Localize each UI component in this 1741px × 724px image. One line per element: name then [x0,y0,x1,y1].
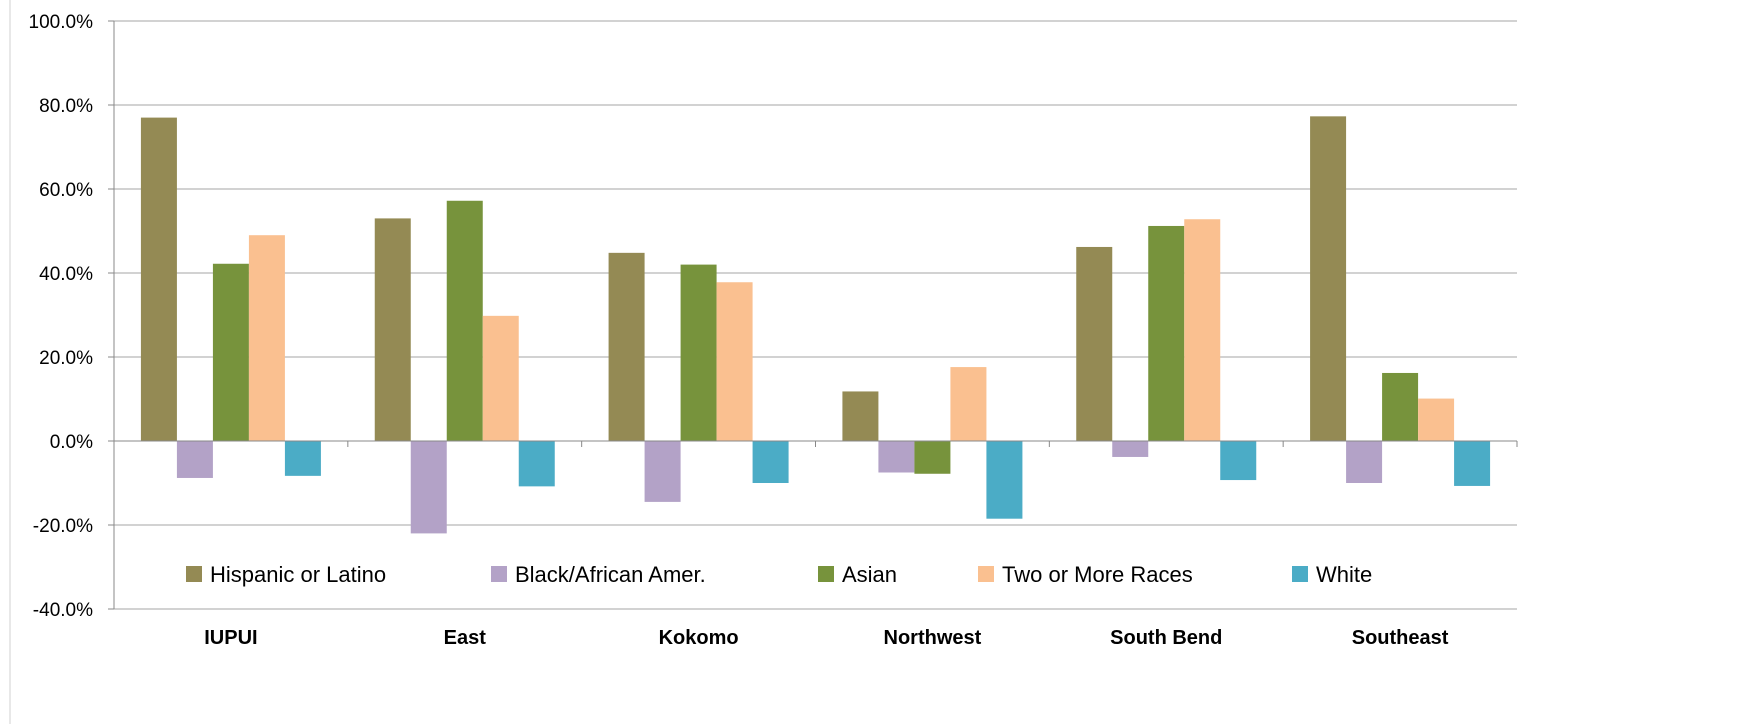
x-category-label: Kokomo [659,627,739,649]
bar [1076,246,1113,441]
bar [1184,219,1221,441]
legend-label: Hispanic or Latino [210,562,386,587]
legend-swatch [1292,566,1308,582]
bar [1382,372,1419,441]
y-tick-label: 40.0% [39,264,93,285]
y-tick-label: 20.0% [39,348,93,369]
bar [1148,225,1185,441]
bar [1310,116,1347,441]
bar [914,441,951,474]
bar [1220,441,1257,481]
bar [482,315,519,441]
x-category-label: Northwest [884,627,982,649]
legend-swatch [186,566,202,582]
bar [644,441,681,502]
bar [1112,441,1149,457]
bar [716,282,753,441]
legend-swatch [818,566,834,582]
bar [752,441,789,483]
bar [176,441,213,478]
bar [950,367,987,441]
legend-swatch [491,566,507,582]
legend-swatch [978,566,994,582]
y-tick-label: 100.0% [29,12,94,33]
axes: 100.0% 80.0% 60.0% 40.0% 20.0% 0.0% -20.0% -40.… [29,12,1518,649]
bar [518,441,555,487]
legend: Hispanic or Latino Black/African Amer. Asi… [186,562,1372,587]
bar [1346,441,1383,483]
bar [608,252,645,441]
legend-label: Two or More Races [1002,562,1193,587]
bars [140,116,1491,534]
x-category-label: South Bend [1110,627,1222,649]
y-tick-label: -40.0% [33,600,93,621]
y-tick-label: 0.0% [50,432,93,453]
y-tick-label: 60.0% [39,180,93,201]
legend-label: Asian [842,562,897,587]
bar [680,264,717,441]
bar [842,391,879,441]
bar [446,200,483,441]
x-category-label: IUPUI [204,627,257,649]
bar [284,441,321,476]
y-tick-label: 80.0% [39,96,93,117]
bar [986,441,1023,519]
legend-label: Black/African Amer. [515,562,706,587]
y-tick-label: -20.0% [33,516,93,537]
bar [1454,441,1491,486]
legend-label: White [1316,562,1372,587]
bar [248,235,285,441]
bar [878,441,915,473]
bar [410,441,447,534]
bar [140,117,177,441]
bar [1418,398,1455,441]
bar [374,218,411,441]
x-category-label: East [444,627,487,649]
x-category-label: Southeast [1352,627,1449,649]
bar [212,263,249,441]
gridlines [114,20,1517,610]
